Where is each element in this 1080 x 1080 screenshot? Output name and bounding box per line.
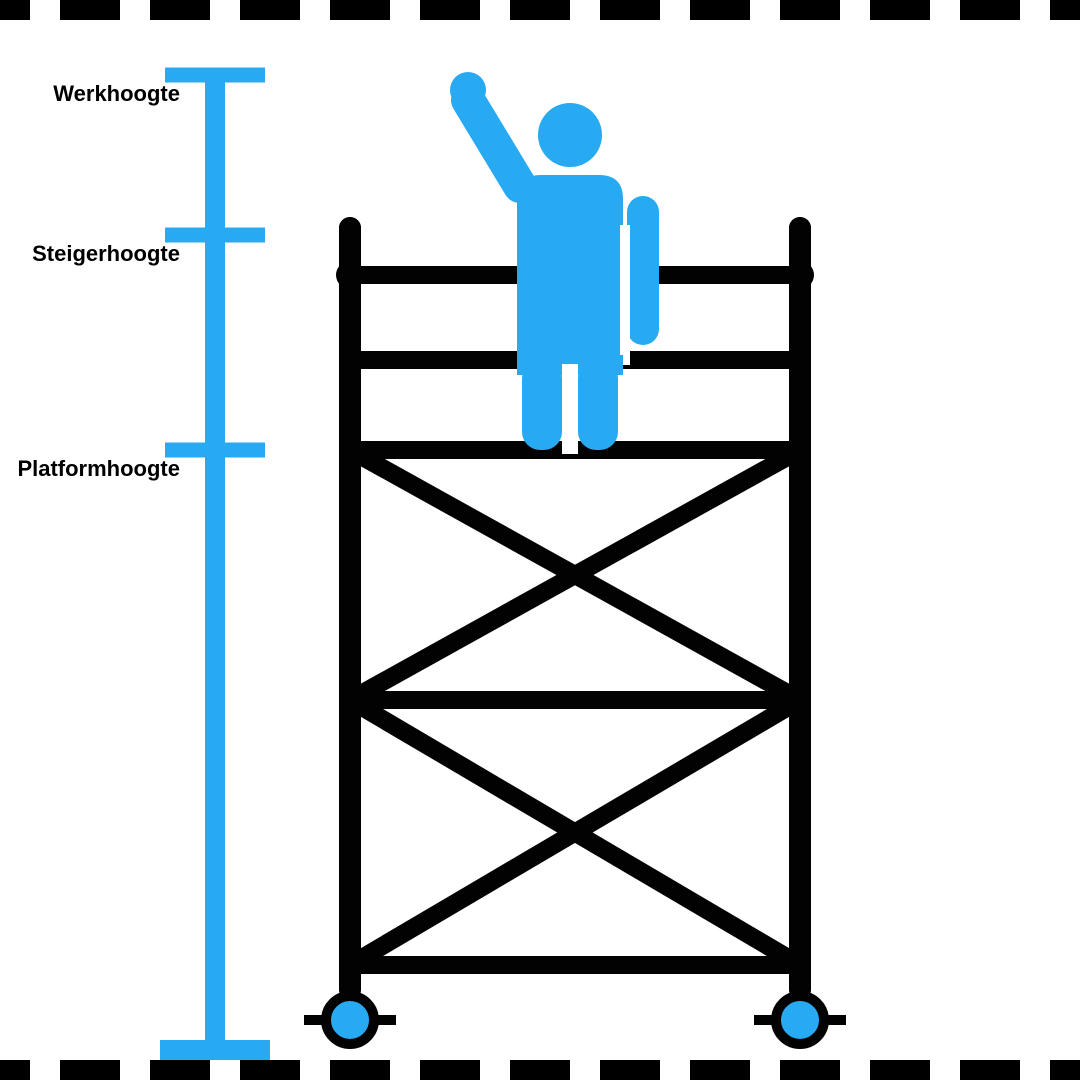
post-joint [336,261,364,289]
person-arm-gap [620,225,630,365]
person-arm-down [627,196,659,345]
post-joint [786,261,814,289]
height-label: Steigerhoogte [32,241,180,266]
person-hand [450,72,486,108]
person-leg-gap [562,364,578,454]
diagram-canvas: Werkhoogte Steigerhoogte Platformhoogte [0,0,1080,1080]
height-label: Werkhoogte [53,81,180,106]
person-torso [517,175,623,365]
person-head [538,103,602,167]
person-icon [450,72,659,454]
height-label: Platformhoogte [17,456,180,481]
post-cap [339,217,361,239]
wheel-icon [326,996,374,1044]
post-cap [789,217,811,239]
wheel-icon [776,996,824,1044]
person-arm-raised [468,100,520,186]
